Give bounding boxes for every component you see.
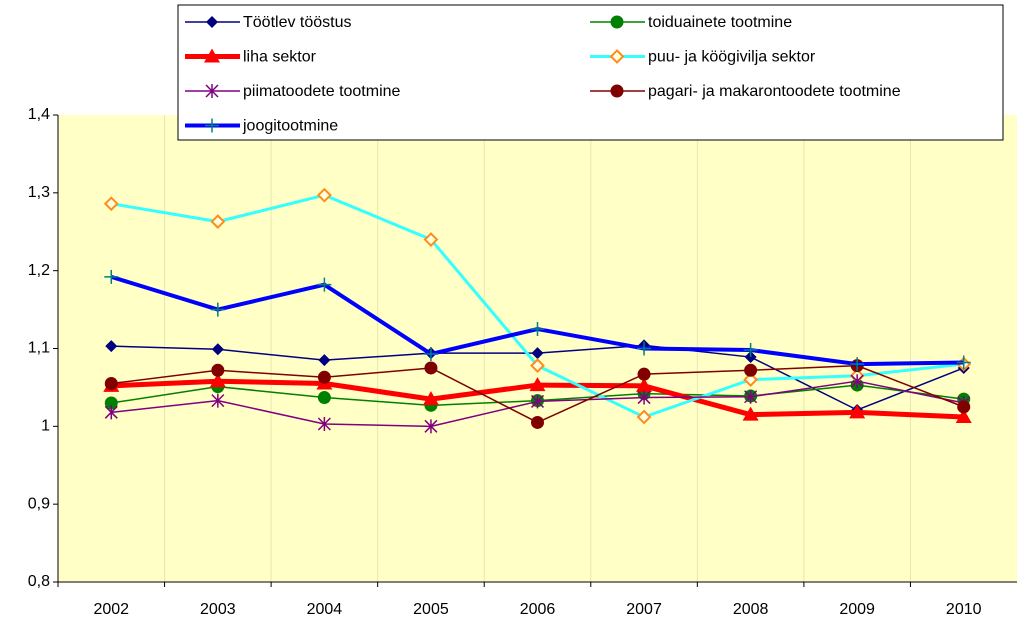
- data-point: [104, 269, 119, 284]
- data-point: [530, 394, 545, 409]
- y-tick-label: 1,3: [28, 184, 50, 201]
- data-point: [956, 355, 971, 370]
- data-point: [209, 373, 226, 388]
- data-point: [744, 363, 758, 377]
- legend-label: Töötlev tööstus: [243, 14, 352, 31]
- legend-marker: [609, 49, 625, 64]
- legend-label: piimatoodete tootmine: [243, 83, 401, 100]
- data-point: [957, 400, 971, 414]
- x-tick-label: 2003: [200, 601, 236, 618]
- legend-label: puu- ja köögivilja sektor: [648, 49, 816, 66]
- y-tick-label: 1: [41, 418, 50, 435]
- x-tick-label: 2009: [839, 601, 875, 618]
- data-point: [955, 408, 972, 423]
- data-point: [103, 196, 119, 212]
- data-point: [531, 415, 544, 429]
- data-point: [850, 374, 864, 389]
- data-point: [529, 377, 546, 392]
- y-tick-label: 1,4: [28, 106, 50, 123]
- data-point: [423, 346, 438, 361]
- legend-marker: [204, 48, 220, 63]
- y-tick-label: 0,9: [28, 495, 50, 512]
- data-point: [531, 347, 544, 360]
- data-point: [424, 419, 438, 434]
- data-point: [104, 377, 118, 391]
- data-point: [423, 232, 439, 247]
- data-point: [104, 405, 118, 420]
- data-point: [211, 393, 225, 408]
- legend-label: joogitootmine: [242, 118, 338, 135]
- data-point: [744, 351, 757, 364]
- data-point: [743, 343, 758, 358]
- data-point: [422, 391, 439, 406]
- y-tick-label: 0,8: [28, 573, 50, 590]
- legend-marker: [610, 15, 624, 29]
- data-point: [637, 341, 652, 356]
- data-point: [317, 370, 331, 384]
- data-point: [850, 357, 865, 372]
- data-point: [210, 302, 225, 317]
- x-tick-label: 2006: [520, 601, 556, 618]
- data-point: [318, 354, 331, 367]
- data-point: [636, 409, 652, 425]
- data-point: [530, 322, 545, 337]
- data-point: [424, 361, 438, 375]
- x-tick-label: 2007: [626, 601, 662, 618]
- data-point: [530, 358, 545, 374]
- data-point: [317, 391, 331, 405]
- y-tick-label: 1,2: [28, 262, 50, 279]
- data-point: [104, 396, 118, 410]
- data-point: [105, 340, 118, 353]
- legend-marker: [206, 16, 218, 28]
- x-tick-label: 2002: [93, 601, 129, 618]
- data-point: [849, 404, 866, 419]
- data-point: [637, 367, 651, 381]
- data-point: [316, 187, 332, 203]
- data-point: [637, 390, 651, 405]
- data-point: [317, 416, 331, 431]
- data-point: [743, 372, 759, 388]
- data-point: [211, 363, 225, 377]
- data-point: [744, 389, 758, 404]
- legend-marker: [205, 84, 219, 98]
- legend-marker: [205, 118, 219, 133]
- y-tick-label: 1,1: [28, 340, 50, 357]
- data-point: [636, 377, 653, 392]
- data-point: [210, 214, 226, 230]
- x-tick-label: 2010: [946, 601, 982, 618]
- legend-label: liha sektor: [243, 49, 317, 66]
- x-tick-label: 2005: [413, 601, 449, 618]
- legend-marker: [610, 84, 624, 98]
- data-point: [317, 277, 332, 292]
- legend-label: toiduainete tootmine: [648, 14, 792, 31]
- legend-box: [177, 4, 1004, 141]
- data-point: [211, 343, 224, 356]
- x-tick-label: 2004: [307, 601, 343, 618]
- data-point: [742, 406, 759, 421]
- legend-label: pagari- ja makarontoodete tootmine: [648, 83, 901, 100]
- x-tick-label: 2008: [733, 601, 769, 618]
